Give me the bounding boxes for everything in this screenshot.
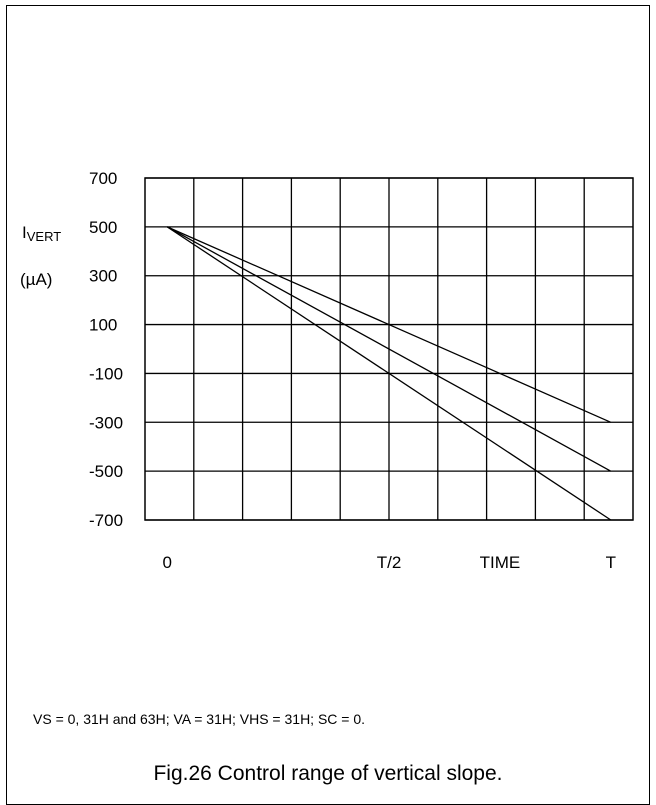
series-line	[166, 226, 612, 521]
plot-border	[144, 177, 634, 521]
y-axis-label: IVERT	[22, 224, 61, 243]
y-tick-label: -300	[89, 413, 123, 432]
y-tick-label: -500	[89, 462, 123, 481]
y-tick-label: 100	[89, 316, 117, 335]
figure-caption: Fig.26 Control range of vertical slope.	[153, 762, 503, 785]
y-tick-label: 300	[89, 267, 117, 286]
y-tick-label: 500	[89, 218, 117, 237]
y-axis-label-main: I	[22, 223, 27, 242]
x-tick-label: TIME	[480, 553, 521, 572]
x-tick-label: T/2	[377, 553, 402, 572]
series-line	[166, 226, 612, 472]
y-tick-label: -100	[89, 364, 123, 383]
x-tick-label: 0	[162, 553, 171, 572]
x-tick-label: T	[606, 553, 616, 572]
series-line	[166, 226, 612, 423]
y-axis-label-sub: VERT	[26, 229, 62, 244]
conditions-note: VS = 0, 31H and 63H; VA = 31H; VHS = 31H…	[33, 711, 366, 727]
y-tick-label: 700	[89, 169, 117, 188]
y-tick-label: -700	[89, 511, 123, 530]
y-axis-unit: (µA)	[20, 270, 53, 289]
